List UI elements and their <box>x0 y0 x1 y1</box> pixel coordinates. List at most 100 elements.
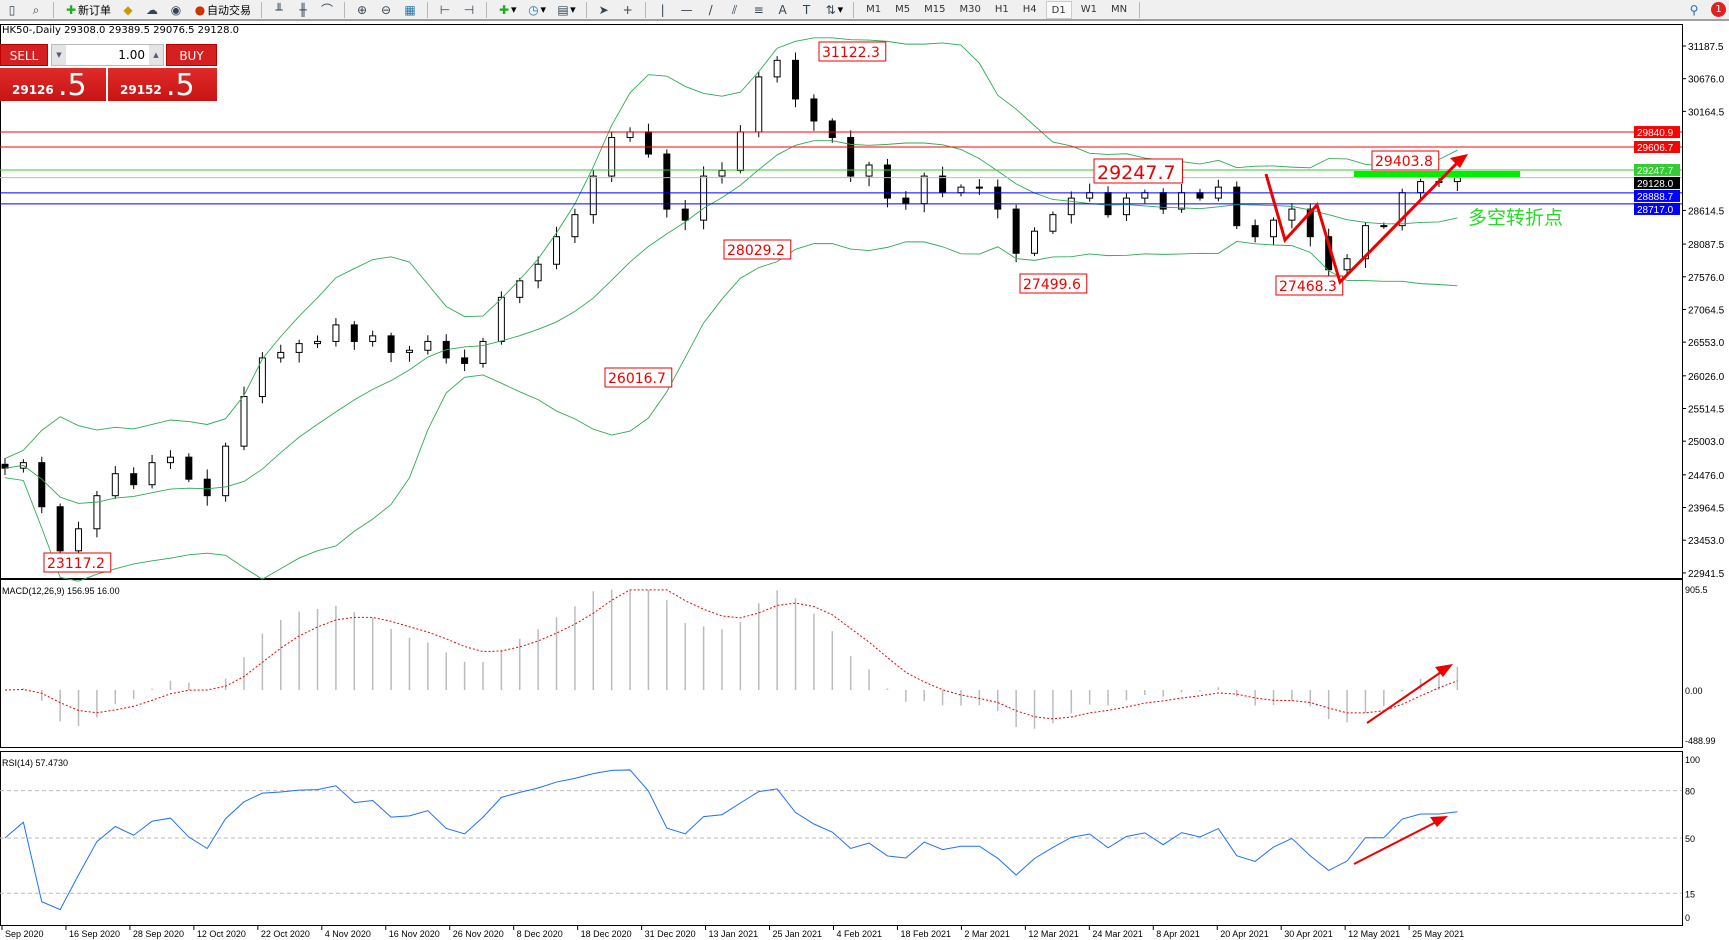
candle-body <box>1453 177 1461 183</box>
timeframe-h4[interactable]: H4 <box>1022 3 1037 15</box>
annotation-27468: 27468.3 <box>1279 279 1337 295</box>
date-axis-label: 28 Sep 2020 <box>133 929 184 939</box>
line-chart-button[interactable]: ⌒ <box>317 1 337 19</box>
macd-pane-frame <box>0 579 1683 748</box>
chart-title: HK50-,Daily 29308.0 29389.5 29076.5 2912… <box>2 25 240 36</box>
candle-body <box>810 98 818 122</box>
candle <box>1343 254 1351 276</box>
text-label-button[interactable]: T <box>797 1 817 19</box>
history-button[interactable]: ◆ <box>118 1 138 19</box>
sell-price-button[interactable]: 29126 .5 <box>0 68 106 101</box>
candle-body <box>920 175 928 205</box>
candle <box>957 184 965 197</box>
candle-body <box>589 175 597 216</box>
timeframe-m15[interactable]: M15 <box>924 3 946 15</box>
bar-chart-button[interactable]: ╨ <box>269 1 289 19</box>
periods-button[interactable]: ◷ ▾ <box>528 2 547 17</box>
timeframe-m30[interactable]: M30 <box>959 3 981 15</box>
rsi-axis-label: 80 <box>1685 787 1695 797</box>
candle <box>792 52 800 108</box>
date-axis-label: 13 Jan 2021 <box>709 929 759 939</box>
buy-button[interactable]: BUY <box>166 44 217 66</box>
price-axis-label: 30676.0 <box>1688 75 1725 86</box>
date-axis-label: 26 Nov 2020 <box>453 929 504 939</box>
search-button[interactable]: ⚲ <box>1684 1 1704 19</box>
one-click-trading-panel: SELL ▼ ▲ BUY 29126 .5 29152 .5 <box>0 44 217 101</box>
chart-shift-button[interactable]: ⊣ <box>459 1 479 19</box>
timeframe-d1[interactable]: D1 <box>1045 0 1072 19</box>
candle <box>1233 181 1241 230</box>
timeframe-h1[interactable]: H1 <box>994 3 1009 15</box>
arrows-button[interactable]: ⇅ ▾ <box>825 2 844 17</box>
channel-button[interactable]: ⫽ <box>725 1 745 19</box>
candle-body <box>277 351 285 359</box>
candle-body <box>369 335 377 342</box>
server-button[interactable]: ☁ <box>142 1 162 19</box>
zoom-chart-button[interactable]: ⌕ <box>26 1 46 19</box>
lot-size-input[interactable] <box>66 48 149 62</box>
macd-arrow-head-icon <box>1435 664 1453 677</box>
candle <box>589 170 597 224</box>
candle-body <box>608 136 616 177</box>
lot-size-stepper[interactable]: ▼ ▲ <box>51 44 164 66</box>
price-axis-label: 23453.0 <box>1688 536 1725 547</box>
candle <box>1049 211 1057 234</box>
tile-windows-button[interactable]: ▦ <box>400 1 420 19</box>
candle <box>93 490 101 538</box>
increase-lot-icon[interactable]: ▲ <box>149 45 163 65</box>
crosshair-button[interactable]: + <box>618 1 638 19</box>
annotation-28029-box <box>723 239 792 260</box>
candle <box>828 118 836 143</box>
date-axis-label: 12 Mar 2021 <box>1028 929 1079 939</box>
vertical-line-button[interactable]: | <box>653 1 673 19</box>
cursor-icon: ➤ <box>598 2 609 17</box>
notifications-button[interactable]: 1 <box>1708 1 1729 19</box>
macd-arrow <box>1366 667 1448 724</box>
timeframe-m1[interactable]: M1 <box>866 3 882 15</box>
new-order-button[interactable]: ✚ 新订单 <box>61 1 114 19</box>
horizontal-line-button[interactable]: — <box>677 1 697 19</box>
candle-body <box>1288 208 1296 221</box>
candle <box>644 123 652 158</box>
candle-body <box>865 164 873 177</box>
candle-body <box>203 478 211 497</box>
search-icon: ⚲ <box>1689 2 1699 17</box>
level-tag <box>1634 163 1680 176</box>
signals-button[interactable]: ◉ <box>166 1 186 19</box>
annotation-high-box <box>818 41 887 62</box>
indicators-button[interactable]: ✚ ▾ <box>498 2 517 17</box>
buy-price-button[interactable]: 29152 .5 <box>108 68 217 101</box>
candle <box>847 130 855 183</box>
timeframe-m5[interactable]: M5 <box>895 3 911 15</box>
candle <box>994 179 1002 219</box>
candle-body <box>314 340 322 345</box>
candle <box>902 191 910 210</box>
fibonacci-button[interactable]: ≡ <box>749 1 769 19</box>
decrease-lot-icon[interactable]: ▼ <box>52 45 66 65</box>
text-button[interactable]: A <box>773 1 793 19</box>
templates-button[interactable]: ▤ ▾ <box>557 2 576 17</box>
timeframe-mn[interactable]: MN <box>1110 3 1128 15</box>
candle-body <box>111 473 119 497</box>
new-chart-button[interactable]: ▯ <box>2 1 22 19</box>
zoom-out-button[interactable]: ⊖ <box>376 1 396 19</box>
trendline-button[interactable]: / <box>701 1 721 19</box>
candle <box>1251 219 1259 243</box>
auto-trading-button[interactable]: ● 自动交易 <box>190 1 254 19</box>
timeframe-w1[interactable]: W1 <box>1080 3 1097 15</box>
candlestick-button[interactable]: ╫ <box>293 1 313 19</box>
price-axis-label: 30164.5 <box>1688 107 1725 118</box>
autoscroll-button[interactable]: ⊢ <box>435 1 455 19</box>
candle <box>883 158 891 208</box>
horizontal-line-icon: — <box>680 2 693 17</box>
candle-body <box>1380 225 1388 228</box>
annotation-28029: 28029.2 <box>727 243 785 259</box>
candle <box>497 291 505 345</box>
cursor-button[interactable]: ➤ <box>594 1 614 19</box>
zoom-in-button[interactable]: ⊕ <box>352 1 372 19</box>
candle-body <box>387 335 395 353</box>
chart-area[interactable]: 31187.5 30676.0 30164.5 28614.5 28087.5 27576… <box>0 22 1729 940</box>
candle-body <box>1122 197 1130 216</box>
sell-button[interactable]: SELL <box>0 44 48 66</box>
level-tag-label: 29128.0 <box>1637 179 1674 190</box>
